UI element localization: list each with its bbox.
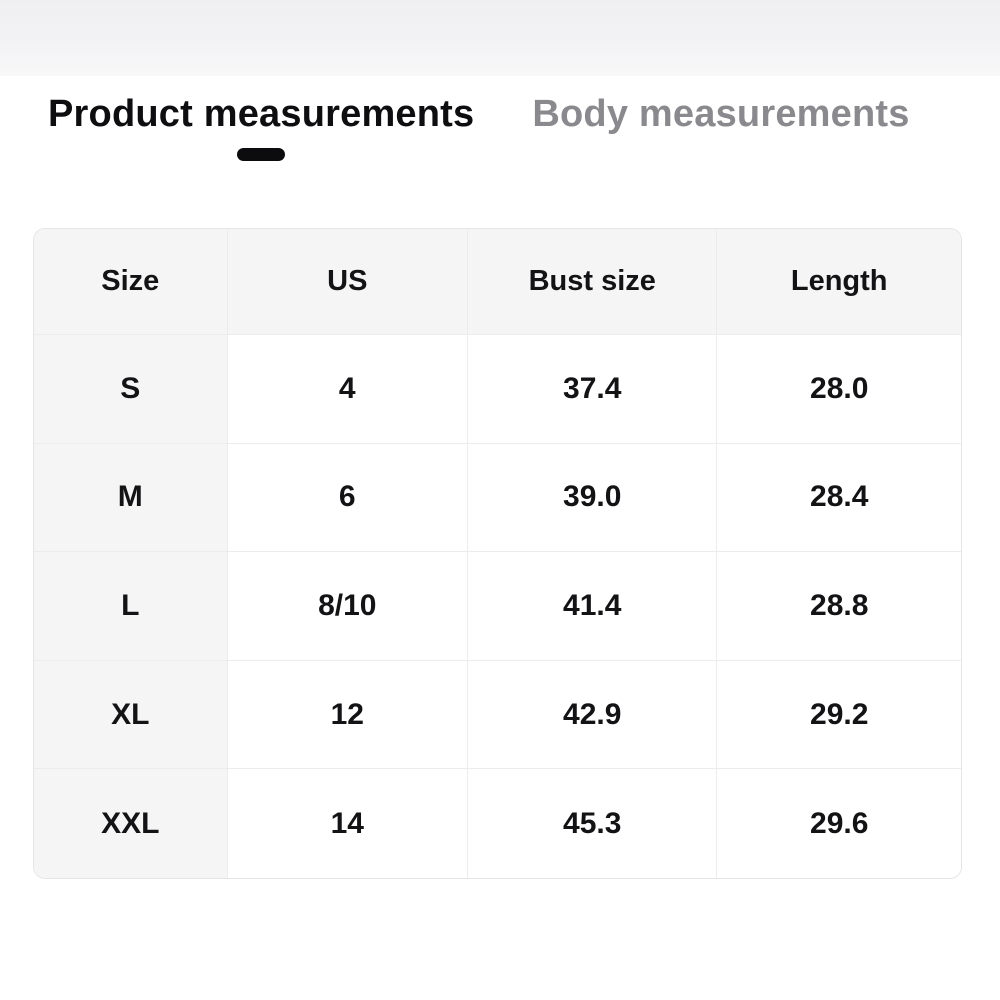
top-header-band xyxy=(0,0,1000,76)
cell-length: 28.8 xyxy=(717,552,961,660)
table-row-xl: XL 12 42.9 29.2 xyxy=(34,660,961,770)
column-header-bust-size: Bust size xyxy=(468,229,718,334)
cell-us: 14 xyxy=(227,769,468,878)
measurement-tabs: Product measurements Body measurements xyxy=(48,92,910,161)
table-row-m: M 6 39.0 28.4 xyxy=(34,443,961,553)
cell-bust: 45.3 xyxy=(468,769,718,878)
cell-size: M xyxy=(34,443,228,552)
cell-bust: 42.9 xyxy=(468,660,718,769)
tab-product-measurements-label: Product measurements xyxy=(48,93,475,135)
cell-bust: 41.4 xyxy=(468,552,718,660)
column-header-size: Size xyxy=(34,229,228,334)
cell-us: 6 xyxy=(227,443,468,552)
table-row-s: S 4 37.4 28.0 xyxy=(34,335,961,444)
table-header-row: Size US Bust size Length xyxy=(34,229,961,335)
cell-length: 28.0 xyxy=(717,335,961,443)
active-tab-indicator xyxy=(237,148,286,161)
cell-size: S xyxy=(34,335,228,443)
column-header-length: Length xyxy=(717,229,961,334)
cell-length: 28.4 xyxy=(717,443,961,552)
cell-size: XL xyxy=(34,660,228,769)
column-header-us: US xyxy=(227,229,468,334)
table-row-l: L 8/10 41.4 28.8 xyxy=(34,552,961,661)
cell-bust: 39.0 xyxy=(468,443,718,552)
cell-size: L xyxy=(34,552,228,660)
cell-us: 4 xyxy=(227,335,468,443)
cell-us: 8/10 xyxy=(227,552,468,660)
cell-us: 12 xyxy=(227,660,468,769)
cell-length: 29.2 xyxy=(717,660,961,769)
tab-body-measurements-label: Body measurements xyxy=(532,93,910,135)
size-chart-table: Size US Bust size Length S 4 37.4 28.0 M… xyxy=(33,228,962,879)
cell-length: 29.6 xyxy=(717,769,961,878)
tab-body-measurements[interactable]: Body measurements xyxy=(532,92,909,136)
tab-product-measurements[interactable]: Product measurements xyxy=(48,92,474,161)
cell-size: XXL xyxy=(34,769,228,878)
cell-bust: 37.4 xyxy=(468,335,718,443)
table-row-xxl: XXL 14 45.3 29.6 xyxy=(34,769,961,878)
